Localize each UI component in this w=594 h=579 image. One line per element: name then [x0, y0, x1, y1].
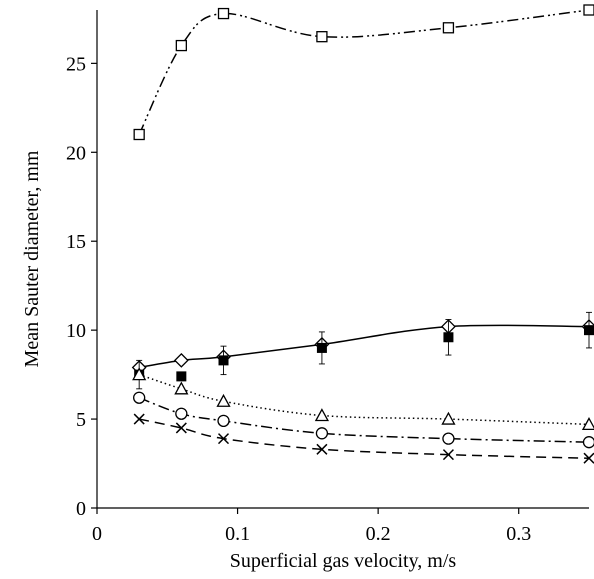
y-tick-label: 25	[66, 53, 86, 75]
square-marker	[175, 39, 187, 52]
y-tick-label: 10	[66, 320, 86, 342]
triangle-marker	[441, 411, 456, 425]
x-marker	[133, 413, 145, 425]
filled-square-marker	[316, 342, 327, 353]
series-2	[131, 319, 594, 375]
x-tick-label: 0.3	[506, 523, 531, 545]
triangle-marker	[216, 393, 231, 407]
triangle-marker	[581, 417, 594, 431]
series-5	[133, 391, 594, 449]
circle-marker	[217, 414, 230, 428]
series-3	[134, 311, 594, 390]
triangle-marker	[314, 408, 330, 422]
series-6	[133, 413, 594, 464]
filled-square-marker	[176, 371, 187, 382]
y-tick-label: 0	[76, 498, 86, 520]
square-marker	[316, 31, 328, 43]
x-axis-title: Superficial gas velocity, m/s	[230, 550, 457, 572]
plot-area	[131, 4, 594, 464]
x-tick-label: 0.1	[225, 523, 250, 545]
y-tick-label: 5	[76, 409, 86, 431]
x-tick-label: 0	[92, 523, 102, 545]
series-line	[138, 373, 590, 426]
series-line	[138, 9, 590, 135]
circle-marker	[315, 427, 329, 440]
y-axis-title: Mean Sauter diameter, mm	[21, 150, 43, 367]
x-marker	[583, 452, 594, 464]
series-line	[139, 324, 590, 369]
square-marker	[217, 7, 230, 20]
y-tick-label: 20	[66, 142, 86, 164]
x-tick-label: 0.2	[366, 523, 391, 545]
filled-square-marker	[443, 332, 454, 343]
series-line	[139, 418, 590, 459]
y-tick-label: 15	[66, 231, 86, 253]
square-marker	[133, 128, 145, 141]
triangle-marker	[174, 381, 189, 395]
x-marker	[175, 422, 187, 434]
x-marker	[217, 433, 230, 445]
diamond-marker	[173, 352, 189, 368]
square-marker	[583, 4, 594, 16]
filled-square-marker	[218, 355, 229, 366]
triangle-marker	[132, 367, 147, 381]
circle-marker	[175, 407, 188, 420]
filled-square-marker	[584, 325, 594, 336]
x-marker	[316, 443, 328, 455]
axes: 0 5 10 15 20 25 0 0.1 0.2 0.3	[66, 10, 589, 545]
circle-marker	[442, 432, 455, 445]
circle-marker	[133, 391, 146, 404]
x-marker	[442, 449, 454, 461]
series-1	[133, 4, 594, 141]
circle-marker	[582, 436, 594, 449]
series-4	[132, 367, 594, 431]
square-marker	[442, 22, 455, 34]
